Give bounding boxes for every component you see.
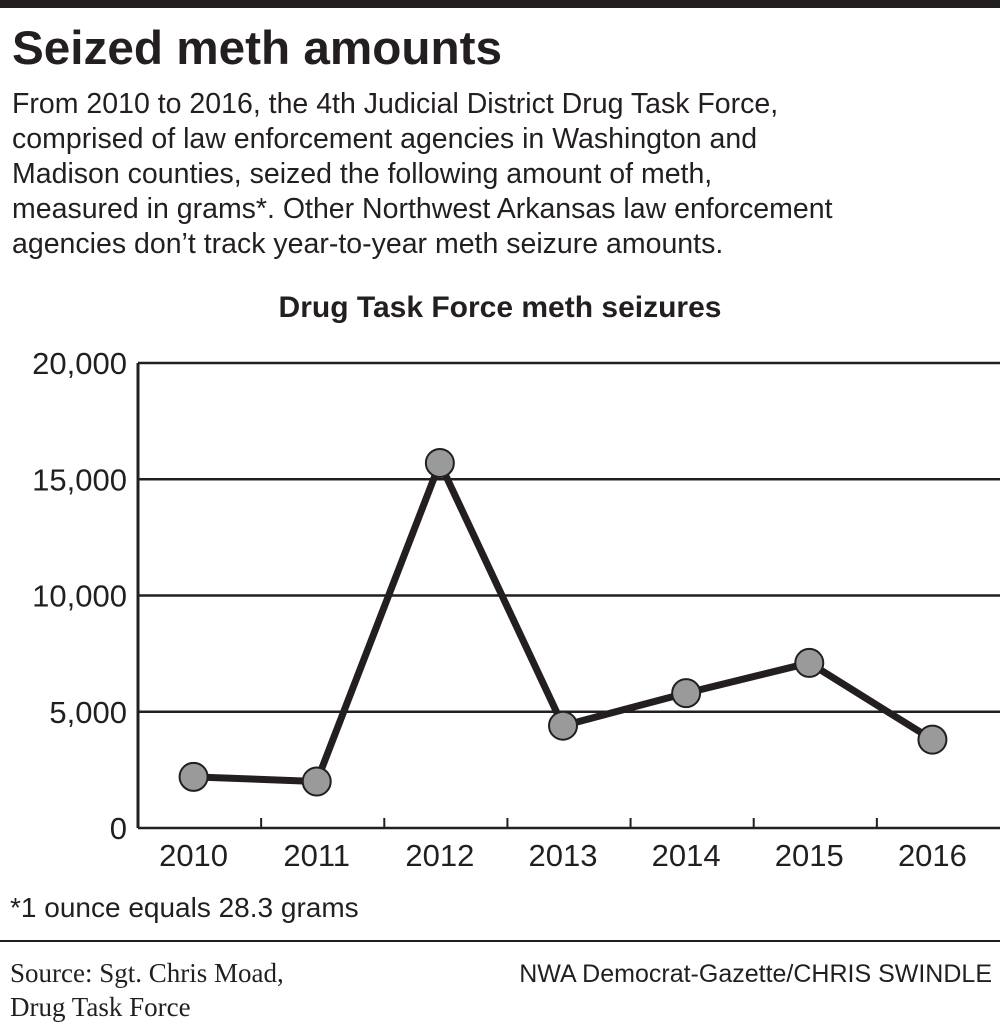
footnote: *1 ounce equals 28.3 grams: [10, 892, 359, 923]
data-point: [301, 766, 332, 797]
description-line: Madison counties, seized the following a…: [12, 158, 712, 190]
data-point: [917, 724, 948, 755]
source-line: Drug Task Force: [10, 992, 191, 1022]
description-line: agencies don’t track year-to-year meth s…: [12, 228, 723, 260]
data-point: [424, 447, 455, 478]
x-tick-label: 2015: [775, 838, 844, 873]
data-point: [794, 647, 825, 678]
top-rule: [0, 0, 1000, 8]
description-line: measured in grams*. Other Northwest Arka…: [12, 193, 833, 225]
bottom-rule: [0, 940, 1000, 942]
y-tick-label: 15,000: [32, 462, 127, 497]
x-tick-label: 2010: [159, 838, 228, 873]
data-point: [548, 710, 578, 741]
y-tick-label: 5,000: [49, 695, 127, 730]
credit: NWA Democrat-Gazette/CHRIS SWINDLE: [519, 960, 992, 988]
chart-title: Drug Task Force meth seizures: [279, 291, 722, 324]
description-line: comprised of law enforcement agencies in…: [12, 123, 757, 155]
y-tick-label: 0: [110, 811, 127, 846]
x-tick-label: 2011: [283, 838, 350, 873]
y-tick-label: 20,000: [32, 346, 127, 381]
x-tick-label: 2014: [652, 838, 721, 873]
source-line: Source: Sgt. Chris Moad,: [10, 958, 284, 988]
x-tick-label: 2012: [405, 838, 474, 873]
headline: Seized meth amounts: [12, 21, 502, 74]
x-tick-label: 2013: [529, 838, 598, 873]
x-tick-label: 2016: [898, 838, 967, 873]
data-point: [671, 678, 702, 709]
data-point: [178, 761, 209, 792]
description-line: From 2010 to 2016, the 4th Judicial Dist…: [12, 88, 778, 120]
y-tick-label: 10,000: [32, 579, 127, 614]
